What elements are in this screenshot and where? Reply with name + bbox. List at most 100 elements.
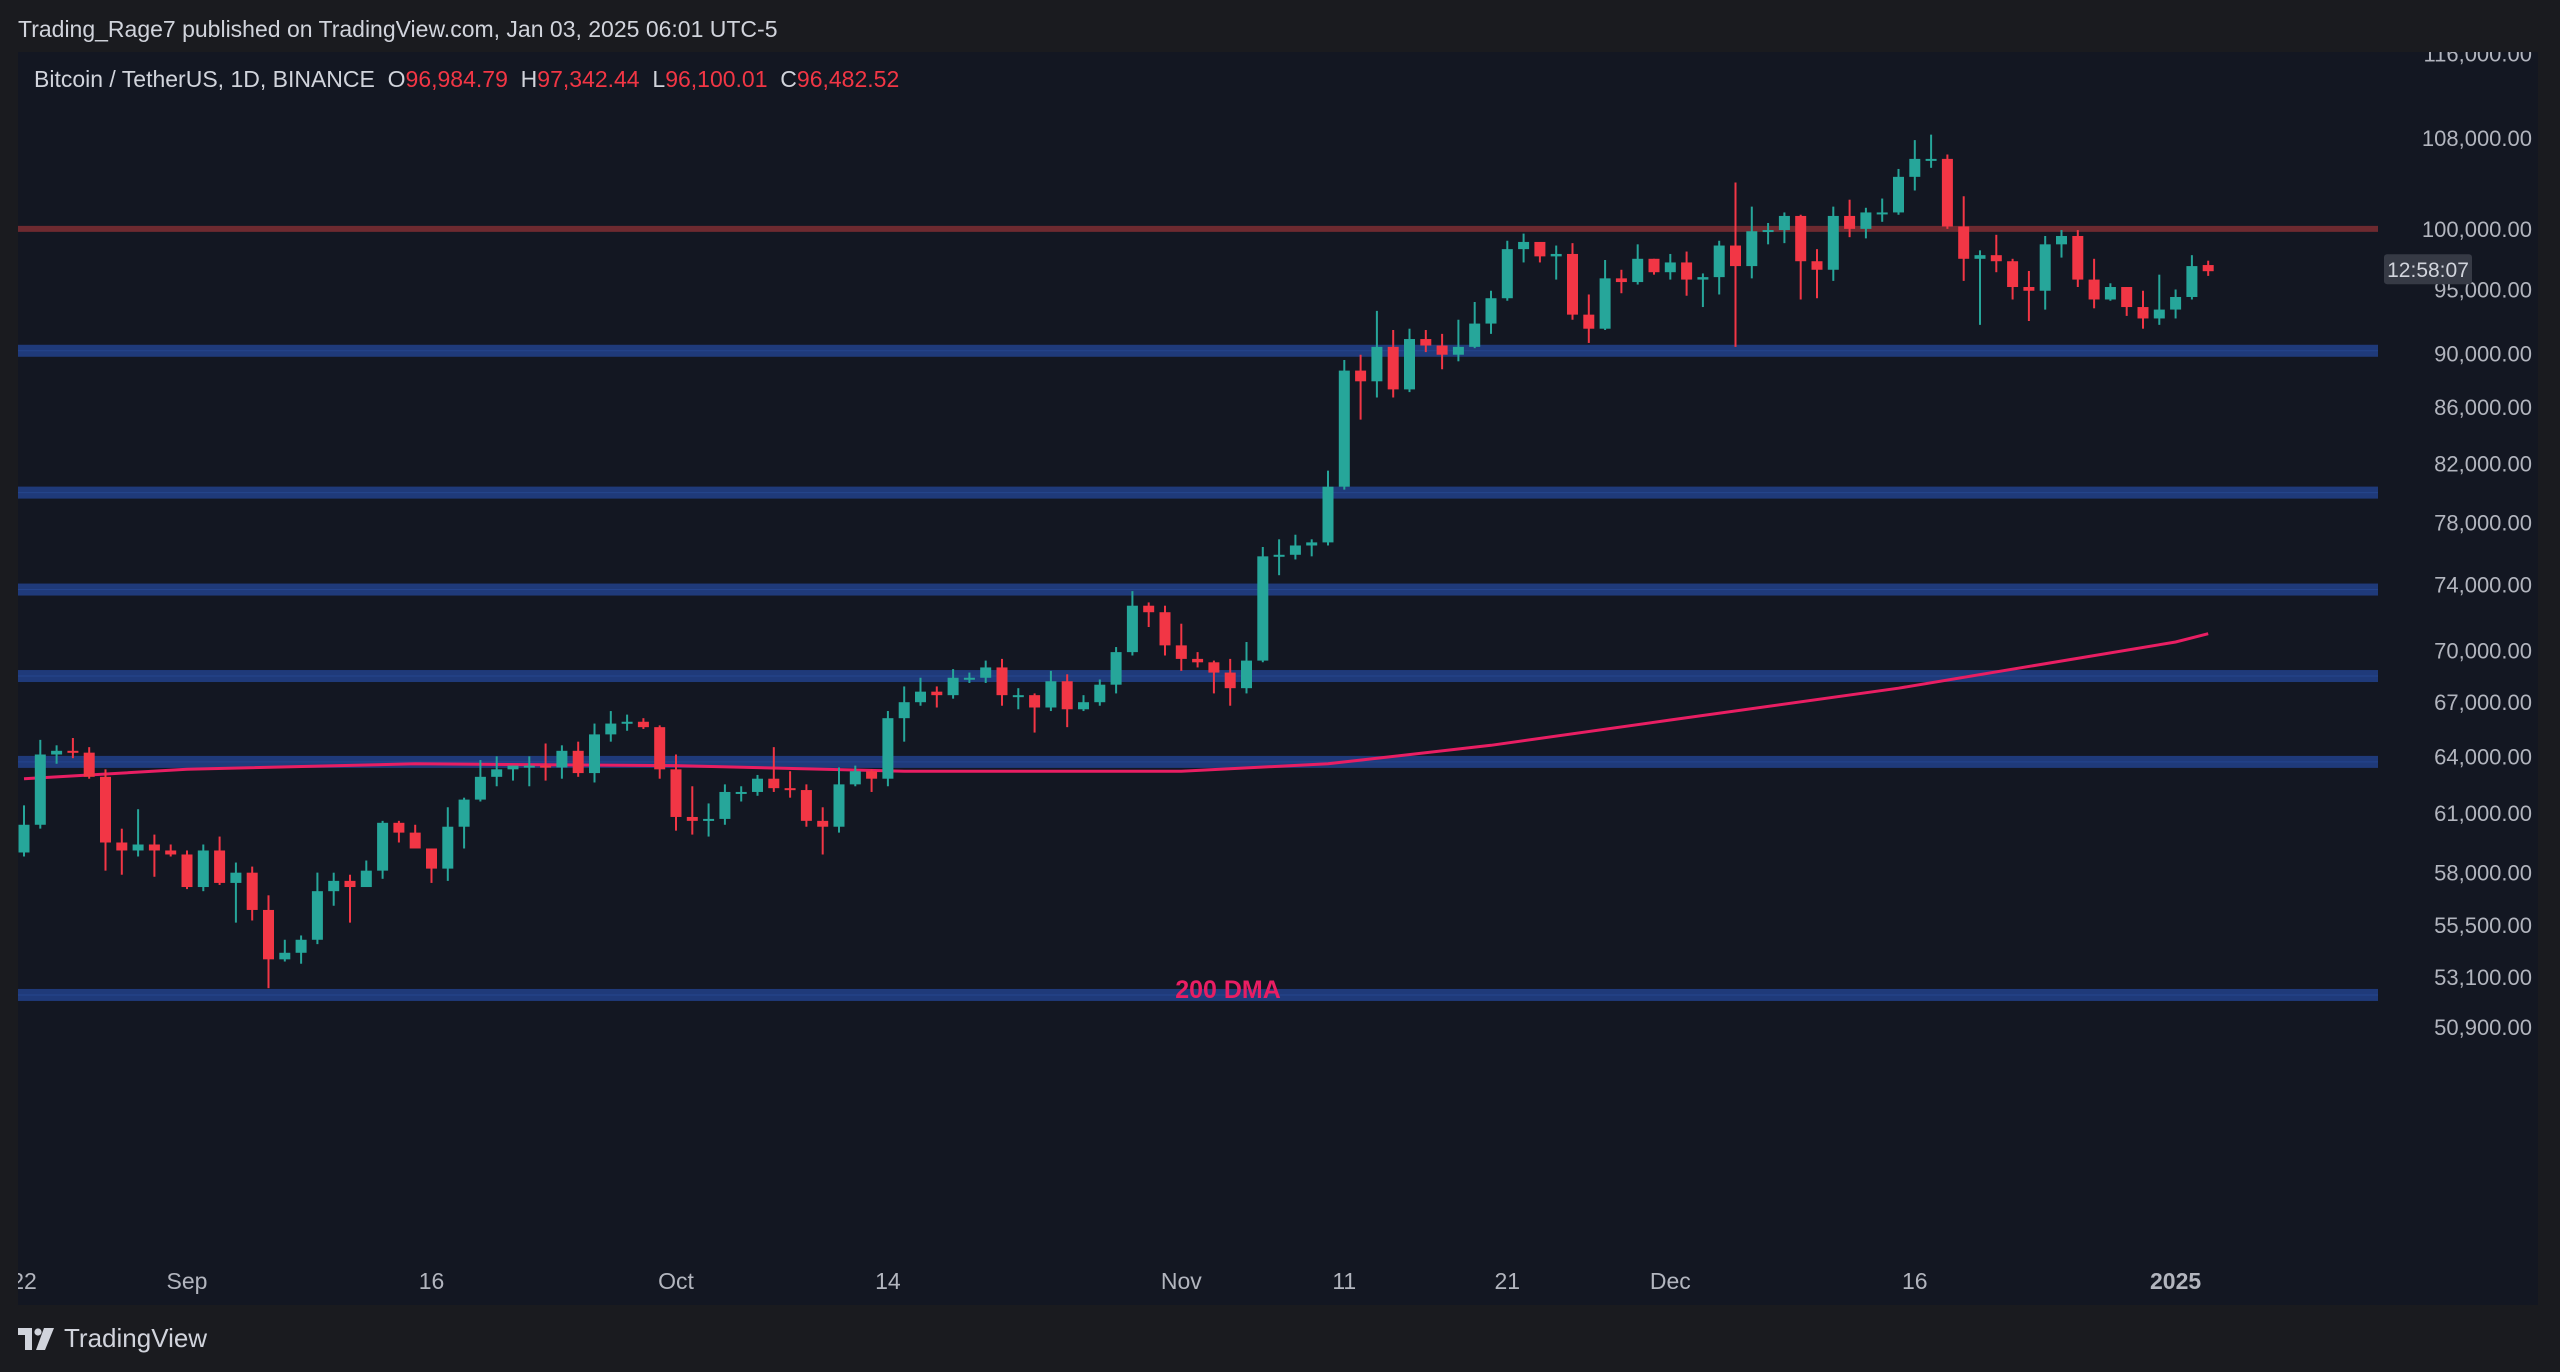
- candle-body[interactable]: [2056, 235, 2067, 245]
- candle-body[interactable]: [1583, 314, 1595, 329]
- candle-body[interactable]: [1713, 245, 1725, 278]
- candle-body[interactable]: [1355, 370, 1367, 382]
- candle-body[interactable]: [703, 818, 715, 821]
- candle-body[interactable]: [800, 790, 812, 821]
- candle-body[interactable]: [2104, 287, 2116, 300]
- candle-body[interactable]: [1697, 277, 1709, 280]
- candle-body[interactable]: [735, 791, 747, 794]
- candle-body[interactable]: [1485, 298, 1497, 324]
- symbol-legend[interactable]: Bitcoin / TetherUS, 1D, BINANCE O96,984.…: [34, 66, 899, 92]
- candle-body[interactable]: [1746, 231, 1758, 267]
- candle-body[interactable]: [360, 870, 372, 888]
- candle-body[interactable]: [165, 850, 177, 855]
- candle-body[interactable]: [1615, 278, 1627, 283]
- candle-body[interactable]: [2170, 296, 2182, 310]
- candle-body[interactable]: [1322, 486, 1334, 543]
- candle-body[interactable]: [572, 750, 584, 774]
- candle-body[interactable]: [866, 771, 878, 779]
- candle-body[interactable]: [132, 844, 144, 851]
- candle-body[interactable]: [1664, 262, 1676, 273]
- candle-body[interactable]: [605, 723, 617, 735]
- candle-body[interactable]: [1257, 556, 1269, 661]
- candle-body[interactable]: [882, 718, 894, 779]
- candle-body[interactable]: [1681, 262, 1693, 280]
- candle-body[interactable]: [2088, 279, 2100, 300]
- candle-body[interactable]: [1941, 158, 1953, 227]
- candle-body[interactable]: [409, 832, 421, 849]
- candle-body[interactable]: [1762, 230, 1774, 233]
- candle-body[interactable]: [1599, 278, 1611, 329]
- candle-body[interactable]: [654, 727, 666, 770]
- candle-body[interactable]: [377, 822, 389, 871]
- candle-body[interactable]: [1126, 605, 1138, 653]
- candle-body[interactable]: [148, 844, 160, 851]
- candle-body[interactable]: [507, 765, 519, 770]
- candle-body[interactable]: [393, 822, 405, 833]
- candle-body[interactable]: [523, 765, 535, 768]
- candle-body[interactable]: [1827, 215, 1839, 270]
- resistance-line[interactable]: [18, 225, 2378, 232]
- candle-body[interactable]: [1648, 258, 1660, 273]
- candle-body[interactable]: [328, 880, 340, 892]
- candle-body[interactable]: [1143, 605, 1155, 613]
- candle-body[interactable]: [1289, 545, 1301, 555]
- candle-body[interactable]: [2121, 287, 2133, 308]
- candle-body[interactable]: [442, 826, 454, 869]
- candle-body[interactable]: [1876, 212, 1888, 215]
- candle-body[interactable]: [833, 784, 845, 827]
- candle-body[interactable]: [1061, 681, 1073, 710]
- candle-body[interactable]: [1241, 660, 1252, 689]
- candle-body[interactable]: [214, 850, 226, 883]
- candle-body[interactable]: [849, 771, 861, 785]
- candle-body[interactable]: [540, 765, 552, 768]
- candle-body[interactable]: [2072, 235, 2084, 280]
- candle-body[interactable]: [344, 880, 356, 888]
- candle-body[interactable]: [1469, 323, 1481, 347]
- candle-body[interactable]: [1012, 695, 1024, 698]
- candle-body[interactable]: [1306, 542, 1318, 546]
- candle-body[interactable]: [670, 769, 682, 817]
- candle-body[interactable]: [1420, 339, 1432, 346]
- candle-body[interactable]: [915, 691, 926, 703]
- candle-body[interactable]: [1404, 339, 1415, 390]
- candle-body[interactable]: [116, 842, 128, 851]
- candle-body[interactable]: [51, 750, 63, 755]
- candle-body[interactable]: [1273, 554, 1285, 557]
- candle-body[interactable]: [1387, 346, 1399, 390]
- candle-body[interactable]: [1175, 645, 1187, 659]
- candle-body[interactable]: [719, 791, 731, 819]
- candle-body[interactable]: [1811, 261, 1823, 270]
- candle-body[interactable]: [1045, 681, 1057, 708]
- candle-body[interactable]: [2007, 261, 2019, 288]
- candle-body[interactable]: [1974, 255, 1986, 259]
- candle-body[interactable]: [2039, 244, 2051, 291]
- candle-body[interactable]: [1844, 215, 1856, 229]
- candle-body[interactable]: [197, 850, 209, 888]
- candle-body[interactable]: [1795, 215, 1807, 262]
- candle-body[interactable]: [83, 752, 95, 777]
- candle-body[interactable]: [1958, 226, 1970, 259]
- candle-body[interactable]: [1208, 662, 1220, 673]
- candle-body[interactable]: [621, 721, 633, 724]
- candle-body[interactable]: [2153, 309, 2165, 319]
- candle-body[interactable]: [556, 750, 568, 768]
- candle-body[interactable]: [1534, 241, 1546, 257]
- candle-body[interactable]: [589, 734, 600, 774]
- candle-body[interactable]: [181, 854, 193, 888]
- candle-body[interactable]: [1078, 702, 1089, 710]
- candle-body[interactable]: [1518, 241, 1530, 250]
- candle-body[interactable]: [1436, 345, 1448, 355]
- candle-body[interactable]: [1550, 253, 1562, 257]
- candle-body[interactable]: [474, 776, 486, 800]
- candle-body[interactable]: [2137, 307, 2149, 319]
- candle-body[interactable]: [1501, 249, 1513, 299]
- candle-body[interactable]: [752, 778, 763, 792]
- candle-body[interactable]: [2186, 266, 2198, 297]
- candle-body[interactable]: [18, 824, 30, 853]
- candle-body[interactable]: [768, 778, 780, 789]
- candle-body[interactable]: [100, 776, 111, 843]
- candle-body[interactable]: [898, 702, 910, 719]
- candle-body[interactable]: [1452, 346, 1464, 355]
- candle-body[interactable]: [1632, 258, 1644, 283]
- candle-body[interactable]: [980, 667, 992, 678]
